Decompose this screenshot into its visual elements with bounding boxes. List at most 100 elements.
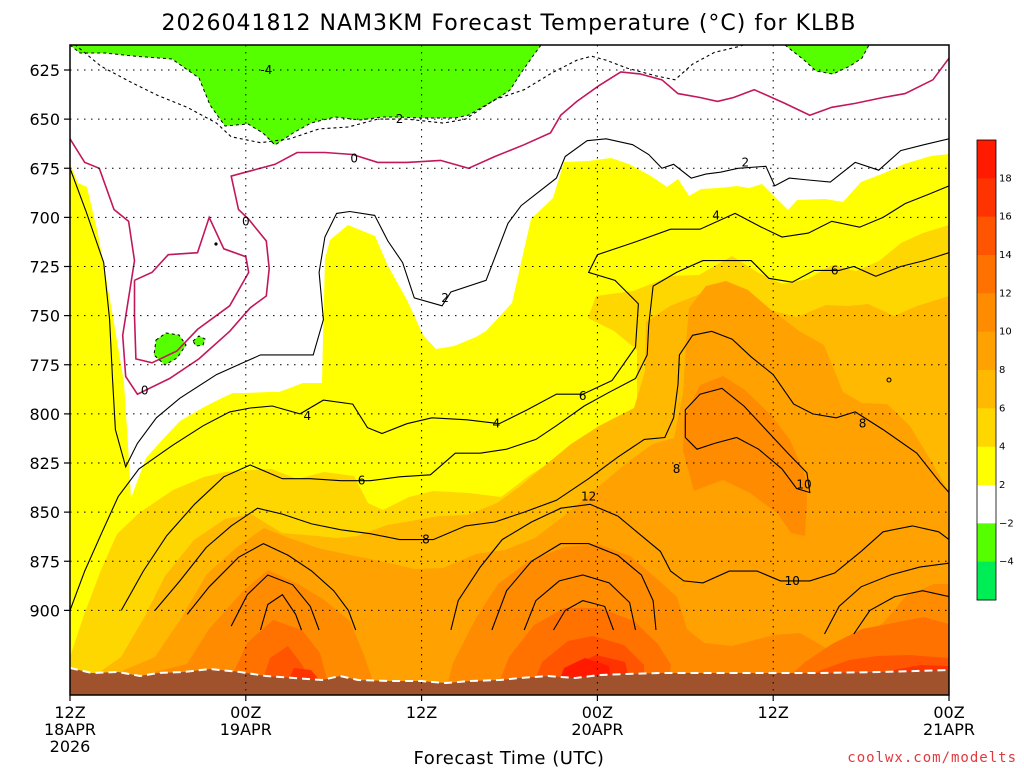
y-tick-label: 725 [29,258,60,277]
contour-label: 12 [581,489,596,503]
y-tick-label: 800 [29,405,60,424]
x-tick-label: 12Z [406,703,437,722]
y-tick-label: 825 [29,454,60,473]
y-tick-label: 875 [29,552,60,571]
contour-line-10 [684,387,811,494]
contour-line-16 [553,600,615,631]
colorbar-bin [977,408,996,448]
contour-labels: -4 2 0 2 0 4 6 2 0 4 4 6 8 8 6 10 12 8 10 [141,63,867,588]
colorbar-bin [977,293,996,333]
contour-marker-ring [886,377,892,383]
contour-label: 2 [441,291,449,305]
contour-label: 4 [304,409,312,423]
colorbar-tick-label: −2 [999,518,1014,529]
contour-line-14 [259,593,303,631]
x-tick-label: 18APR [44,720,96,739]
credit-text[interactable]: coolwx.com/modelts [847,750,1017,766]
contour-label: 0 [242,214,250,228]
colorbar-bin [977,370,996,409]
colorbar-bin [977,255,996,294]
colorbar-bin [977,523,996,563]
colorbar-bin [977,561,996,601]
contour-label: 10 [796,478,811,492]
contour-line-6 [120,252,949,611]
x-axis-title: Forecast Time (UTC) [414,748,605,768]
x-tick-label: 00Z [230,703,261,722]
contour-label: -4 [260,63,272,77]
y-tick-label: 700 [29,208,60,227]
x-tick-label: 00Z [582,703,613,722]
contour-line-12 [824,562,949,635]
colorbar-bin [977,216,996,256]
contour-label: 4 [492,417,500,431]
contour-label: 4 [712,208,720,222]
contour-label: 8 [422,533,430,547]
x-tick-label: 12Z [54,703,85,722]
colorbar-tick-label: 12 [999,288,1012,299]
contour-label: 10 [785,574,800,588]
contour-line-12 [230,574,320,631]
contour-line-8 [154,330,949,611]
contour-label: 8 [673,462,681,476]
contour-line-4 [70,185,949,611]
colorbar-tick-label: 8 [999,365,1005,376]
colorbar-bin [977,331,996,371]
colorbar-tick-label: 18 [999,173,1012,184]
contour-line-14 [523,574,637,631]
colorbar-tick-label: 2 [999,480,1005,491]
y-tick-label: 750 [29,307,60,326]
contour-line-14 [853,590,949,635]
contour-label: 6 [358,474,366,488]
contour-line-10 [186,542,357,631]
contour-line-minus2 [74,45,745,144]
contour-line-minus2 [70,45,542,146]
chart-title: 2026041812 NAM3KM Forecast Temperature (… [162,11,857,36]
contour-marker-dot [214,242,218,246]
contour-line-0 [70,57,949,396]
colorbar-tick-label: 14 [999,250,1012,261]
x-tick-label: 2026 [50,737,91,756]
colorbar: 18 16 14 12 10 8 6 4 2 −2 −4 [976,139,1014,601]
contour-label: 2 [396,112,404,126]
y-tick-label: 850 [29,503,60,522]
colorbar-tick-label: 10 [999,327,1012,338]
contour-line-2 [70,138,949,469]
y-axis: 625 650 675 700 725 750 775 800 825 850 875 900 [29,61,70,620]
plot-frame [69,44,950,696]
colorbar-bin [977,178,996,218]
contour-line-10 [450,503,949,631]
x-tick-label: 12Z [758,703,789,722]
terrain-surface-line [70,667,949,685]
terrain-surface [70,668,949,695]
x-tick-label: 00Z [933,703,964,722]
y-tick-label: 625 [29,61,60,80]
y-tick-label: 900 [29,601,60,620]
y-tick-label: 675 [29,159,60,178]
contour-line-minus2 [784,45,870,75]
temperature-band-minus4-to-minus2 [70,45,541,145]
colorbar-frame [976,139,997,601]
colorbar-bin [977,140,996,179]
contour-label: 2 [742,155,750,169]
colorbar-tick-label: 16 [999,212,1012,223]
temperature-band-minus4-to-minus2-blob-b [193,336,205,346]
colorbar-tick-label: −4 [999,557,1014,568]
contour-label: 0 [350,151,358,165]
contour-label: 0 [141,383,149,397]
y-tick-label: 775 [29,356,60,375]
temperature-band-10-to-12-upper [683,376,807,536]
colorbar-tick-label: 4 [999,442,1005,453]
x-tick-label: 19APR [220,720,272,739]
contour-label: 6 [579,389,587,403]
colorbar-tick-label: 6 [999,403,1005,414]
x-tick-label: 20APR [571,720,623,739]
colorbar-bin [977,485,996,524]
y-tick-label: 650 [29,110,60,129]
contour-line-0 [133,215,250,364]
contour-line-12 [491,543,657,631]
contour-label: 8 [859,417,867,431]
colorbar-bin [977,446,996,486]
temperature-band-minus4-to-minus2-blob-a [154,333,186,365]
